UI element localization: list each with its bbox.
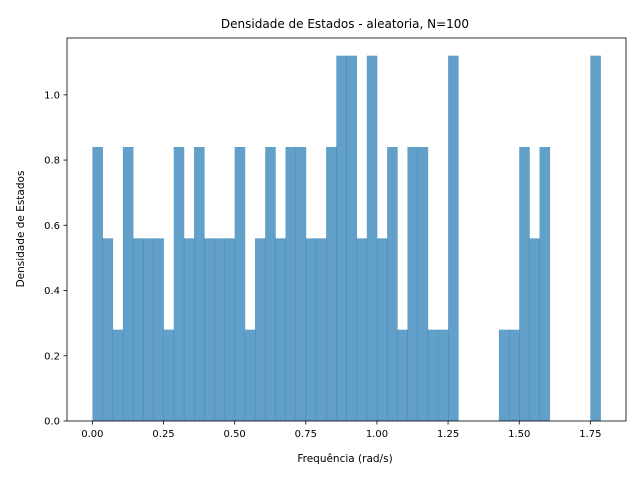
histogram-bar — [275, 238, 286, 421]
x-axis-label: Frequência (rad/s) — [297, 453, 392, 465]
axes-frame — [66, 37, 627, 422]
histogram-bar — [153, 238, 164, 421]
histogram-bar — [519, 147, 530, 421]
histogram-bar — [112, 329, 124, 421]
histogram-bar — [122, 147, 134, 421]
x-tick-label: 0.50 — [224, 429, 246, 440]
histogram-bar — [224, 238, 236, 421]
histogram-bar — [539, 147, 551, 421]
y-tick-label: 0.0 — [44, 417, 60, 428]
histogram-bar — [214, 238, 225, 421]
histogram-bar — [285, 147, 297, 421]
x-tick-label: 0.00 — [81, 429, 103, 440]
y-axis-ticks: 0.0 0.2 0.4 0.6 0.8 1.0 — [44, 90, 67, 428]
x-tick-label: 1.00 — [366, 429, 388, 440]
y-tick-label: 0.2 — [44, 351, 60, 362]
histogram-bar — [163, 329, 175, 421]
histogram-bar — [234, 147, 246, 421]
plot-area-border — [66, 37, 627, 422]
histogram-bar — [529, 238, 540, 421]
histogram-bar — [143, 238, 154, 421]
bars-group — [92, 55, 601, 422]
histogram-bar — [295, 147, 307, 421]
histogram-bar — [448, 55, 459, 422]
x-tick-label: 1.25 — [437, 429, 459, 440]
histogram-bar — [397, 329, 408, 421]
histogram-bar — [254, 238, 266, 421]
histogram-bar — [204, 238, 215, 421]
histogram-bar — [498, 329, 510, 421]
y-tick-label: 1.0 — [44, 90, 60, 101]
x-tick-label: 1.50 — [508, 429, 530, 440]
histogram-bar — [326, 147, 337, 421]
x-tick-label: 0.25 — [152, 429, 174, 440]
histogram-bar — [356, 238, 368, 421]
histogram-bar — [437, 329, 449, 421]
y-tick-label: 0.8 — [44, 156, 60, 167]
histogram-bar — [244, 329, 256, 421]
histogram-bar — [427, 329, 439, 421]
x-tick-label: 1.75 — [579, 429, 601, 440]
histogram-bar — [407, 147, 419, 421]
histogram-bar — [509, 329, 520, 421]
histogram-bar — [376, 238, 388, 421]
histogram-bar — [590, 55, 601, 422]
histogram-bar — [183, 238, 195, 421]
histogram-bar — [366, 55, 378, 422]
y-axis-label: Densidade de Estados — [15, 171, 27, 288]
histogram-bar — [346, 55, 358, 422]
histogram-bar — [194, 147, 205, 421]
histogram-bar — [265, 147, 276, 421]
histogram-bar — [173, 147, 185, 421]
y-tick-label: 0.6 — [44, 221, 60, 232]
histogram-bar — [387, 147, 398, 421]
histogram-bar — [417, 147, 429, 421]
histogram-bar — [305, 238, 317, 421]
histogram-bar — [336, 55, 347, 422]
histogram-bar — [315, 238, 327, 421]
x-axis-ticks: 0.00 0.25 0.50 0.75 1.00 1.25 1.50 1.75 — [81, 421, 601, 440]
chart-title: Densidade de Estados - aleatoria, N=100 — [221, 17, 469, 31]
histogram-bar — [92, 147, 103, 421]
histogram-bar — [133, 238, 144, 421]
x-tick-label: 0.75 — [295, 429, 317, 440]
histogram-bar — [102, 238, 114, 421]
y-tick-label: 0.4 — [44, 286, 60, 297]
